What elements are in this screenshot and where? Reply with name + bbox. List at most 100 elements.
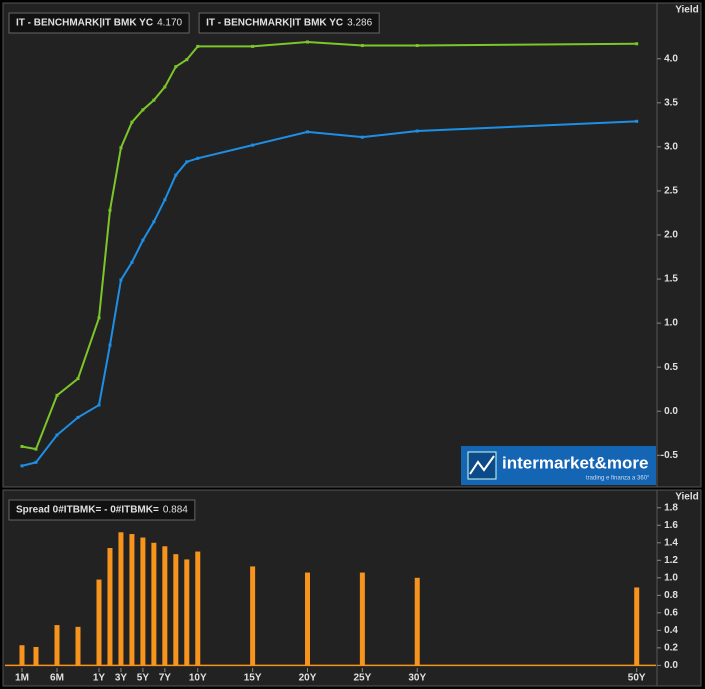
x-tick-label: 3Y (115, 673, 128, 684)
point-marker (97, 403, 101, 407)
bar (359, 572, 365, 666)
point-marker (251, 143, 255, 147)
y-tick-label: 1.0 (664, 572, 678, 583)
point-marker (174, 173, 178, 177)
y-tick-label: 1.4 (664, 537, 678, 548)
y-axis-title: Yield (675, 5, 699, 16)
x-tick-label: 5Y (137, 673, 150, 684)
legend-box (198, 12, 380, 34)
logo-icon (467, 451, 497, 480)
point-marker (415, 44, 419, 48)
bar (414, 577, 420, 666)
x-tick-label: 20Y (299, 673, 317, 684)
x-tick-label: 1Y (93, 673, 106, 684)
point-marker (196, 156, 200, 160)
point-marker (20, 464, 24, 468)
bar (250, 566, 256, 666)
point-marker (130, 120, 134, 124)
legend-value: 4.170 (157, 18, 182, 29)
point-marker (306, 40, 309, 44)
point-marker (196, 44, 200, 48)
y-tick-label: 0.5 (664, 362, 678, 373)
point-marker (34, 447, 38, 451)
x-tick-label: 25Y (353, 673, 371, 684)
y-tick-label: 0.4 (664, 625, 678, 636)
x-tick-label: 10Y (189, 673, 207, 684)
legend-value: 0.884 (163, 505, 188, 516)
y-tick-label: 1.5 (664, 274, 678, 285)
point-marker (130, 260, 134, 264)
point-marker (360, 44, 364, 48)
y-tick-label: 0.0 (664, 406, 678, 417)
point-marker (635, 119, 639, 123)
point-marker (152, 220, 156, 224)
bar (129, 534, 135, 666)
point-marker (141, 238, 145, 242)
bar (54, 625, 60, 666)
point-marker (152, 98, 156, 102)
point-marker (141, 108, 145, 112)
bar (162, 546, 168, 666)
legend-label: IT - BENCHMARK|IT BMK YC (206, 18, 343, 29)
x-tick-label: 1M (15, 673, 29, 684)
bar (634, 587, 640, 666)
legend-box (8, 12, 190, 34)
point-marker (360, 135, 364, 139)
y-tick-label: -0.5 (661, 450, 679, 461)
point-marker (55, 393, 59, 397)
x-tick-label: 15Y (244, 673, 262, 684)
top-panel (2, 2, 702, 488)
y-tick-label: 1.2 (664, 555, 678, 566)
bar (173, 554, 179, 666)
logo-icon-line (469, 455, 495, 475)
bar (305, 572, 310, 666)
y-tick-label: 4.0 (664, 53, 678, 64)
point-marker (174, 65, 178, 69)
y-tick-label: 3.5 (664, 97, 678, 108)
bar (151, 542, 157, 666)
point-marker (55, 433, 59, 437)
x-tick-label: 7Y (159, 673, 172, 684)
y-tick-label: 2.0 (664, 230, 678, 241)
bar (33, 646, 39, 666)
y-tick-label: 1.0 (664, 318, 678, 329)
point-marker (119, 146, 123, 150)
bar (75, 626, 81, 666)
bar (107, 548, 113, 666)
point-marker (635, 42, 639, 46)
legend-label: Spread 0#ITBMK= - 0#ITBMK= (16, 505, 159, 516)
y-tick-label: 0.2 (664, 643, 678, 654)
y-tick-label: 0.8 (664, 590, 678, 601)
bar (184, 559, 190, 666)
point-marker (185, 58, 189, 62)
point-marker (306, 130, 309, 134)
point-marker (415, 129, 419, 133)
legend-box (8, 499, 196, 521)
y-tick-label: 1.6 (664, 520, 678, 531)
legend-label: IT - BENCHMARK|IT BMK YC (16, 18, 153, 29)
point-marker (108, 208, 112, 212)
point-marker (34, 460, 38, 464)
point-marker (185, 160, 189, 164)
point-marker (119, 278, 123, 282)
bar (140, 537, 146, 666)
point-marker (20, 444, 24, 448)
bar (195, 551, 201, 666)
y-tick-label: 0.0 (664, 660, 678, 671)
y-tick-label: 1.8 (664, 502, 678, 513)
y-tick-label: 3.0 (664, 142, 678, 153)
legend-value: 3.286 (347, 18, 372, 29)
y-tick-label: 2.5 (664, 186, 678, 197)
point-marker (163, 198, 167, 202)
y-tick-label: 0.6 (664, 607, 678, 618)
logo-name: intermarket&more (502, 453, 648, 472)
point-marker (251, 44, 255, 48)
x-tick-label: 50Y (628, 673, 646, 684)
x-tick-label: 6M (50, 673, 64, 684)
bar (96, 579, 102, 666)
bar (118, 532, 124, 666)
x-tick-label: 30Y (408, 673, 426, 684)
point-marker (163, 85, 167, 89)
